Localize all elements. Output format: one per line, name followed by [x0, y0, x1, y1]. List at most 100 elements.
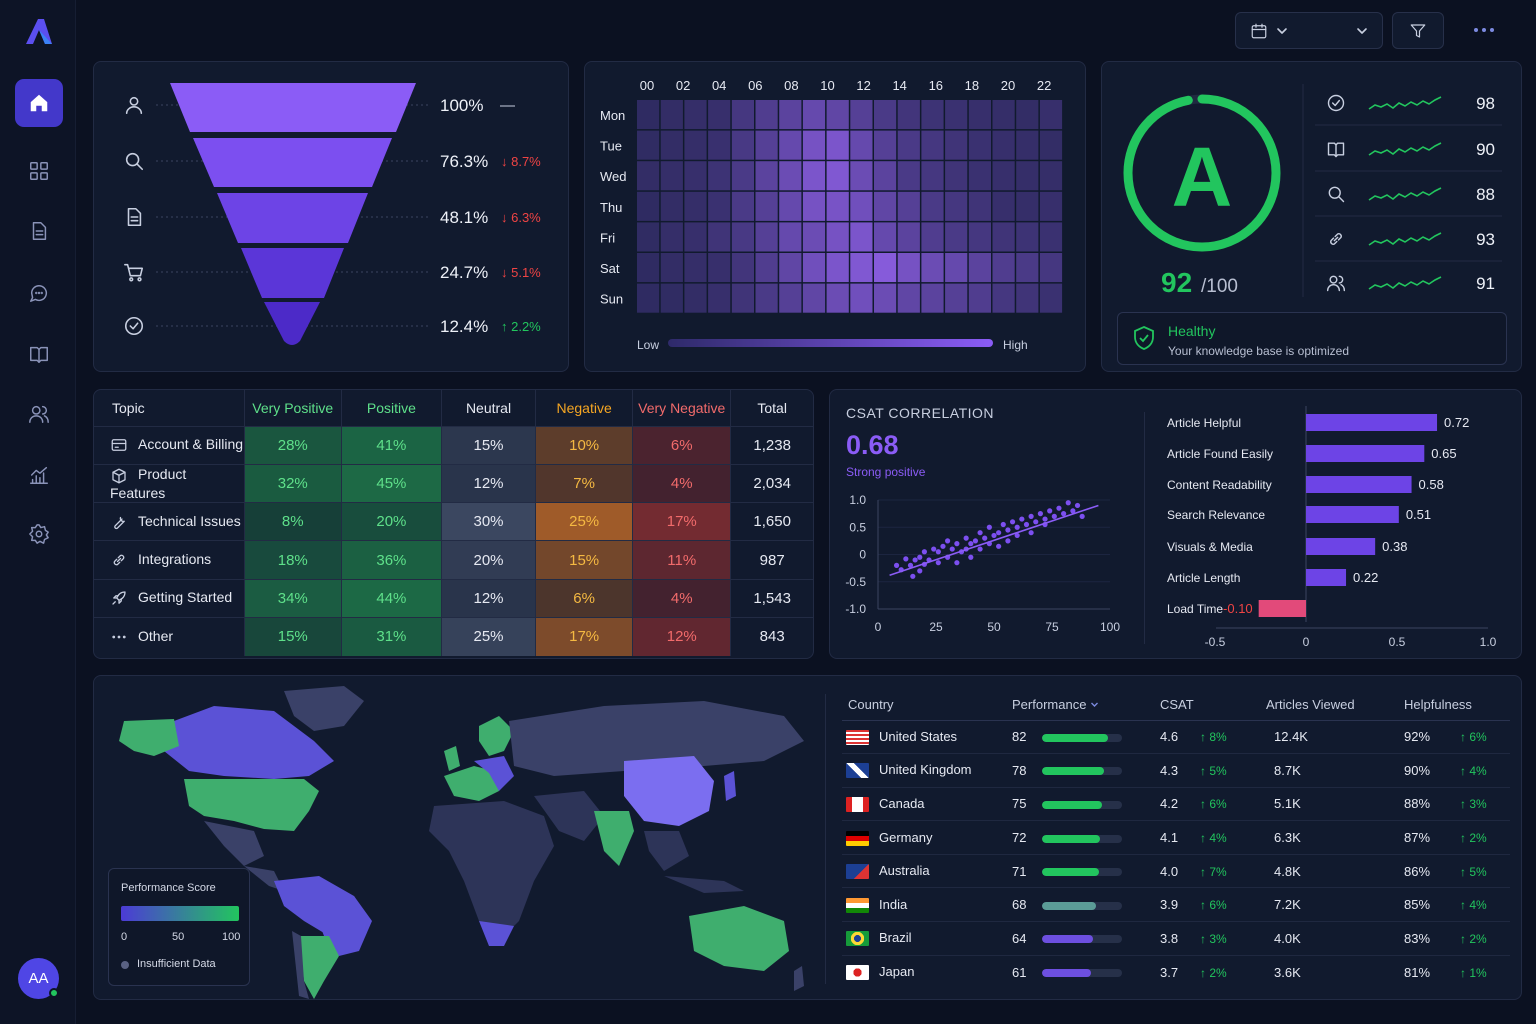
heatmap-scale-bar: [668, 339, 993, 347]
sentiment-col-header[interactable]: Topic: [94, 390, 245, 427]
col-helpfulness[interactable]: Helpfulness: [1404, 690, 1510, 721]
heatmap-cell: [897, 191, 920, 221]
sentiment-col-header[interactable]: Negative: [535, 390, 634, 427]
country-csat: 4.2 ↑ 6%: [1160, 787, 1266, 822]
bar-x-tick: 1.0: [1480, 635, 1497, 649]
insufficient-data-dot: [121, 961, 129, 969]
map-alaska: [119, 719, 179, 756]
nav-dashboard[interactable]: [15, 147, 63, 195]
country-row[interactable]: Japan 61 3.7 ↑ 2% 3.6K 81% ↑ 1%: [842, 955, 1510, 989]
bar-category-label: Article Length: [1167, 571, 1240, 585]
performance-bar: [1042, 969, 1122, 978]
sentiment-cell: 7%: [535, 464, 634, 504]
filter-button[interactable]: [1392, 12, 1444, 49]
flag-au-icon: [846, 864, 869, 880]
scatter-point: [1042, 516, 1048, 522]
sentiment-cell: 6%: [535, 579, 634, 618]
heatmap-cell: [660, 161, 683, 191]
col-csat[interactable]: CSAT: [1160, 690, 1266, 721]
activity-heatmap: 00 02 04 06 08 10 12 14 16 18 20 22 Mon Tue Wed Thu Fri S…: [600, 78, 1063, 352]
nav-settings[interactable]: [15, 510, 63, 558]
funnel-stage: [241, 248, 344, 298]
country-row[interactable]: United States 82 4.6 ↑ 8% 12.4K 92% ↑ 6%: [842, 720, 1510, 755]
nav-documents[interactable]: [15, 207, 63, 255]
heatmap-cell: [826, 283, 849, 313]
sentiment-row[interactable]: Getting Started 34% 44% 12% 6% 4% 1,543: [94, 579, 813, 618]
funnel-delta: ↓ 6.3%: [501, 210, 541, 225]
bar: [1306, 538, 1376, 555]
heatmap-cell: [731, 191, 754, 221]
nav-home[interactable]: [15, 79, 63, 127]
scatter-y-tick: -0.5: [845, 575, 866, 589]
heatmap-cell: [945, 100, 968, 130]
heatmap-cell: [731, 222, 754, 252]
helpfulness-value: 88%: [1404, 796, 1431, 812]
more-options-button[interactable]: [1466, 18, 1502, 42]
scatter-point: [1070, 508, 1076, 514]
heatmap-hour-label: 04: [712, 78, 726, 93]
funnel-delta: ↑ 2.2%: [501, 319, 541, 334]
sentiment-row[interactable]: Product Features 32% 45% 12% 7% 4% 2,034: [94, 464, 813, 504]
nav-knowledge[interactable]: [15, 330, 63, 378]
performance-bar-fill: [1042, 767, 1105, 776]
country-row[interactable]: Brazil 64 3.8 ↑ 3% 4.0K 83% ↑ 2%: [842, 921, 1510, 956]
col-performance[interactable]: Performance: [1012, 690, 1160, 721]
country-row[interactable]: Germany 72 4.1 ↑ 4% 6.3K 87% ↑ 2%: [842, 820, 1510, 855]
users-icon: [29, 405, 49, 423]
heatmap-cell: [945, 283, 968, 313]
more-icon: [112, 635, 126, 639]
heatmap-hour-label: 02: [676, 78, 690, 93]
csat-value: 4.3: [1160, 762, 1179, 778]
sentiment-row[interactable]: Integrations 18% 36% 20% 15% 11% 987: [94, 540, 813, 580]
book-icon: [30, 346, 48, 363]
sentiment-topic: Integrations: [94, 540, 245, 580]
country-row[interactable]: India 68 3.9 ↑ 6% 7.2K 85% ↑ 4%: [842, 887, 1510, 923]
cube-icon: [112, 468, 126, 483]
scatter-point: [977, 530, 983, 536]
heatmap-day-label: Sat: [600, 261, 620, 276]
sentiment-col-header[interactable]: Neutral: [441, 390, 537, 427]
heatmap-cell: [1016, 130, 1039, 160]
csat-scatter-plot: 1.0 0.5 0 -0.5 -1.0 0 25 50 75 100: [845, 493, 1120, 634]
heatmap-cell: [779, 253, 802, 283]
sentiment-col-header[interactable]: Total: [730, 390, 813, 427]
country-performance: 64: [1012, 921, 1160, 956]
sentiment-row[interactable]: Technical Issues 8% 20% 30% 25% 17% 1,650: [94, 502, 813, 542]
nav-users[interactable]: [15, 390, 63, 438]
sentiment-row[interactable]: Other 15% 31% 25% 17% 12% 843: [94, 617, 813, 656]
sentiment-col-header[interactable]: Very Negative: [632, 390, 732, 427]
heatmap-cell: [826, 222, 849, 252]
heatmap-cell: [684, 253, 707, 283]
country-row[interactable]: Australia 71 4.0 ↑ 7% 4.8K 86% ↑ 5%: [842, 854, 1510, 889]
scatter-point: [1028, 513, 1034, 519]
sentiment-col-header[interactable]: Positive: [341, 390, 442, 427]
nav-chat[interactable]: [15, 269, 63, 317]
avatar[interactable]: AA: [18, 958, 59, 999]
sentiment-cell: 12%: [632, 617, 732, 656]
chevron-down-icon: [1357, 27, 1367, 34]
date-range-dropdown[interactable]: [1235, 12, 1383, 49]
heatmap-cell: [968, 191, 991, 221]
performance-value: 72: [1012, 830, 1027, 846]
cube-icon: [112, 468, 126, 483]
sentiment-cell: 4%: [632, 464, 732, 504]
sentiment-cell: 34%: [244, 579, 342, 618]
scatter-point: [921, 549, 927, 555]
heatmap-cell: [708, 283, 731, 313]
helpfulness-value: 87%: [1404, 830, 1431, 846]
col-articles-viewed[interactable]: Articles Viewed: [1266, 690, 1404, 721]
heatmap-high-label: High: [1003, 338, 1028, 352]
heatmap-cell: [1016, 222, 1039, 252]
heatmap-card: 00 02 04 06 08 10 12 14 16 18 20 22 Mon Tue Wed Thu Fri S…: [584, 61, 1086, 372]
country-row[interactable]: Canada 75 4.2 ↑ 6% 5.1K 88% ↑ 3%: [842, 787, 1510, 822]
sentiment-row[interactable]: Account & Billing 28% 41% 15% 10% 6% 1,238: [94, 426, 813, 465]
col-country[interactable]: Country: [842, 690, 1012, 721]
performance-bar: [1042, 834, 1122, 843]
heatmap-hour-label: 16: [929, 78, 943, 93]
sentiment-col-header[interactable]: Very Positive: [244, 390, 342, 427]
heatmap-cell: [660, 100, 683, 130]
country-row[interactable]: United Kingdom 78 4.3 ↑ 5% 8.7K 90% ↑ 4%: [842, 753, 1510, 788]
bar-value-label: -0.10: [1223, 601, 1253, 616]
nav-analytics[interactable]: [15, 451, 63, 499]
country-articles-viewed: 7.2K: [1266, 887, 1404, 923]
